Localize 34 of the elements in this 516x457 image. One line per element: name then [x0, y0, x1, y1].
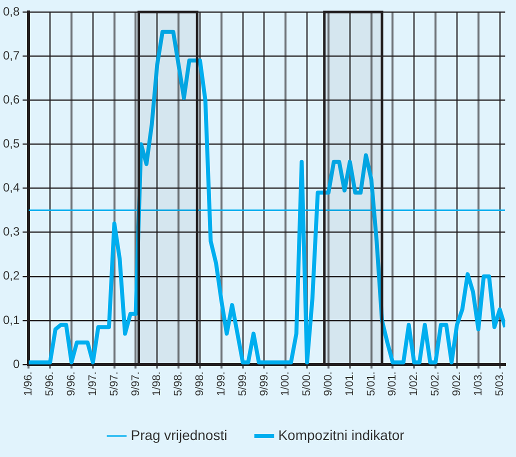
y-tick-label: 0,8	[2, 4, 20, 18]
legend-label: Prag vrijednosti	[130, 426, 228, 443]
y-tick-label: 0,1	[2, 312, 20, 327]
x-tick-label: 1/00.	[280, 372, 292, 396]
x-tick-label: 1/97.	[86, 372, 99, 396]
x-tick-label: 5/96.	[44, 372, 56, 396]
y-tick-label: 0,6	[2, 92, 20, 106]
x-tick-label: 5/97.	[108, 372, 120, 396]
x-tick-label: 9/96.	[66, 372, 78, 396]
x-tick-label: 9/02.	[450, 372, 463, 396]
x-tick-label: 9/98.	[194, 372, 206, 396]
x-tick-label: 5/02.	[430, 372, 442, 396]
x-tick-label: 1/96.	[22, 372, 35, 396]
y-tick-label: 0,3	[2, 224, 20, 239]
x-tick-label: 5/01.	[365, 372, 378, 396]
y-tick-label: 0,7	[2, 48, 20, 62]
x-tick-label: 5/99.	[236, 372, 249, 396]
x-tick-label: 5/00.	[301, 372, 314, 396]
x-tick-label: 9/01.	[386, 372, 399, 396]
y-tick-label: 0	[12, 356, 20, 371]
x-tick-label: 1/03.	[472, 372, 484, 396]
y-tick-label: 0,4	[2, 180, 20, 195]
y-tick-label: 0,5	[2, 136, 20, 151]
x-tick-label: 5/03.	[494, 372, 506, 396]
y-tick-label: 0,2	[2, 268, 20, 283]
x-tick-label: 1/98.	[151, 372, 164, 396]
x-tick-label: 1/99.	[215, 372, 228, 396]
x-tick-label: 9/99.	[258, 372, 270, 396]
x-tick-label: 1/01.	[344, 372, 356, 396]
x-tick-label: 1/02.	[408, 372, 420, 396]
x-tick-label: 9/00.	[322, 372, 334, 396]
x-tick-label: 9/97.	[130, 372, 142, 396]
x-tick-label: 5/98.	[172, 372, 185, 396]
legend-label: Kompozitni indikator	[278, 426, 405, 443]
